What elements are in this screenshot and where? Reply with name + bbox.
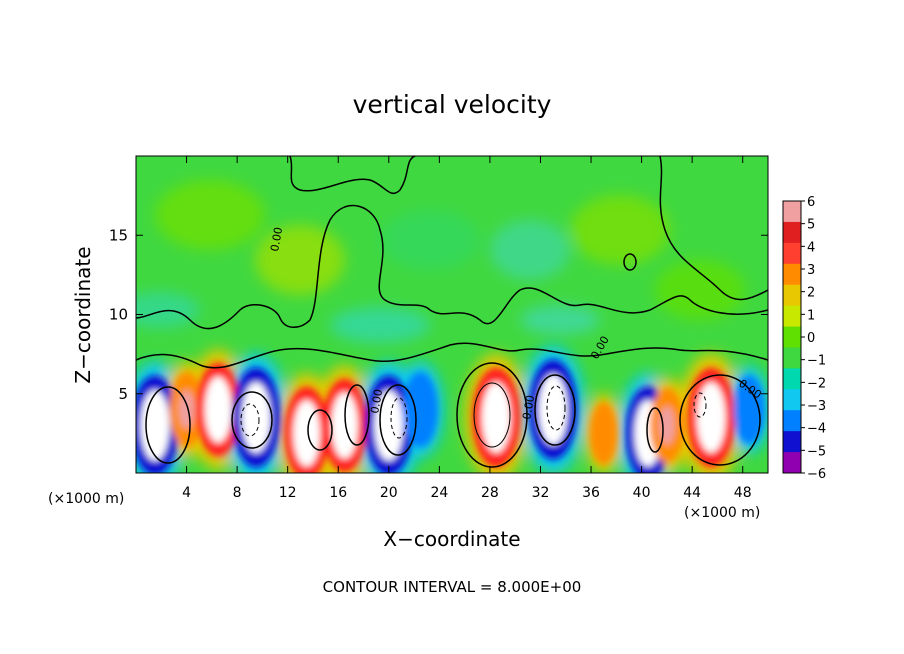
colorbar-swatch bbox=[783, 263, 801, 286]
x-tick-label: 24 bbox=[430, 485, 448, 501]
contour-cell-8 bbox=[646, 407, 664, 453]
cell-core bbox=[589, 402, 618, 465]
x-tick-label: 48 bbox=[734, 485, 752, 501]
colorbar-label: 2 bbox=[807, 286, 815, 301]
cell-peak bbox=[241, 382, 271, 453]
colorbar-swatch bbox=[783, 305, 801, 328]
contour-cell-3 bbox=[307, 409, 333, 451]
y-tick-label: 5 bbox=[118, 385, 128, 403]
cell-core bbox=[403, 372, 438, 448]
contour-cell-10 bbox=[623, 253, 637, 271]
dashed-contour-1 bbox=[240, 403, 260, 437]
contour-cell-9 bbox=[679, 374, 761, 466]
y-tick-label: 15 bbox=[109, 226, 128, 244]
contour-cell-5 bbox=[379, 384, 417, 456]
colorbar-swatch bbox=[783, 410, 801, 432]
dashed-contour-3 bbox=[546, 385, 566, 431]
contour-lines bbox=[136, 156, 768, 468]
contour-label: 0.00 bbox=[268, 226, 285, 252]
x-tick-label: 32 bbox=[532, 485, 550, 501]
contour-line-lower bbox=[136, 342, 768, 369]
x-tick-label: 12 bbox=[279, 485, 297, 501]
cell-peak bbox=[178, 390, 195, 429]
colorbar-label: −2 bbox=[807, 376, 826, 391]
cell-peak bbox=[293, 400, 320, 467]
plot-area: 0.00 0.00 0.00 0.00 0.00 bbox=[136, 156, 768, 473]
cell-peak bbox=[658, 406, 675, 445]
colorbar-label: −5 bbox=[807, 444, 826, 459]
cell-core bbox=[733, 375, 765, 444]
contour-cell-2 bbox=[231, 391, 273, 449]
colorbar-label: 6 bbox=[807, 195, 815, 210]
colorbar-label: 1 bbox=[807, 308, 815, 323]
contour-cell-1 bbox=[145, 386, 191, 464]
x-tick-label: 44 bbox=[683, 485, 701, 501]
colorbar-label: 0 bbox=[807, 331, 815, 346]
colorbar-swatch bbox=[783, 452, 801, 474]
x-axis: 4 8 12 16 20 24 28 32 36 40 44 48 bbox=[182, 156, 752, 501]
colorbar-swatch bbox=[783, 389, 801, 411]
x-tick-label: 16 bbox=[329, 485, 347, 501]
cell-peak bbox=[538, 374, 568, 445]
cell-peak bbox=[140, 390, 170, 461]
colorbar-label: 4 bbox=[807, 240, 815, 255]
dashed-contour-4 bbox=[693, 392, 707, 418]
contour-line-top bbox=[289, 156, 416, 195]
contour-cell-4 bbox=[344, 384, 370, 446]
contour-lines-dashed bbox=[240, 382, 707, 448]
colorbar-swatch bbox=[783, 221, 801, 244]
contour-cell-6 bbox=[456, 362, 528, 468]
cell-peak bbox=[481, 382, 511, 453]
colorbar-swatch bbox=[783, 347, 801, 369]
contour-interval-note: CONTOUR INTERVAL = 8.000E+00 bbox=[323, 578, 582, 596]
colorbar-swatch bbox=[783, 201, 801, 223]
x-tick-label: 8 bbox=[233, 485, 242, 501]
x-unit-right: (×1000 m) bbox=[684, 505, 760, 521]
colorbar-swatch bbox=[783, 431, 801, 453]
x-tick-label: 36 bbox=[582, 485, 600, 501]
cell-peak bbox=[331, 392, 358, 459]
cell-peak bbox=[696, 382, 726, 453]
contour-line-right bbox=[659, 156, 768, 301]
contour-label: 0.00 bbox=[368, 388, 385, 414]
x-tick-label: 40 bbox=[633, 485, 651, 501]
chart-title: vertical velocity bbox=[353, 90, 552, 119]
colorbar-label: 5 bbox=[807, 218, 815, 233]
x-tick-label: 28 bbox=[481, 485, 499, 501]
colorbar-label: −3 bbox=[807, 399, 826, 414]
colorbar-swatch bbox=[783, 284, 801, 307]
cell-peak bbox=[204, 376, 232, 443]
colorbar-swatch bbox=[783, 242, 801, 265]
colorbar-label: −1 bbox=[807, 354, 826, 369]
colorbar-label: −6 bbox=[807, 467, 826, 482]
x-unit-left: (×1000 m) bbox=[48, 491, 124, 507]
colorbar-swatch bbox=[783, 326, 801, 348]
x-tick-label: 20 bbox=[380, 485, 398, 501]
x-axis-label: X−coordinate bbox=[383, 527, 520, 551]
colorbar-label: 3 bbox=[807, 263, 815, 278]
x-tick-label: 4 bbox=[182, 485, 191, 501]
colorbar-swatch bbox=[783, 368, 801, 390]
y-axis-label: Z−coordinate bbox=[71, 246, 95, 383]
contour-label: 0.00 bbox=[520, 394, 537, 420]
solid-inner-contour bbox=[473, 382, 511, 448]
y-tick-label: 10 bbox=[109, 306, 128, 324]
dashed-contour-2 bbox=[390, 397, 408, 439]
contour-cell-7 bbox=[534, 374, 576, 446]
contour-line-upper bbox=[136, 204, 768, 330]
y-axis: 5 10 15 bbox=[109, 226, 768, 403]
colorbar-label: −4 bbox=[807, 422, 826, 437]
colorbar: 6 5 4 3 2 1 0 −1 −2 −3 −4 −5 −6 bbox=[782, 195, 826, 482]
